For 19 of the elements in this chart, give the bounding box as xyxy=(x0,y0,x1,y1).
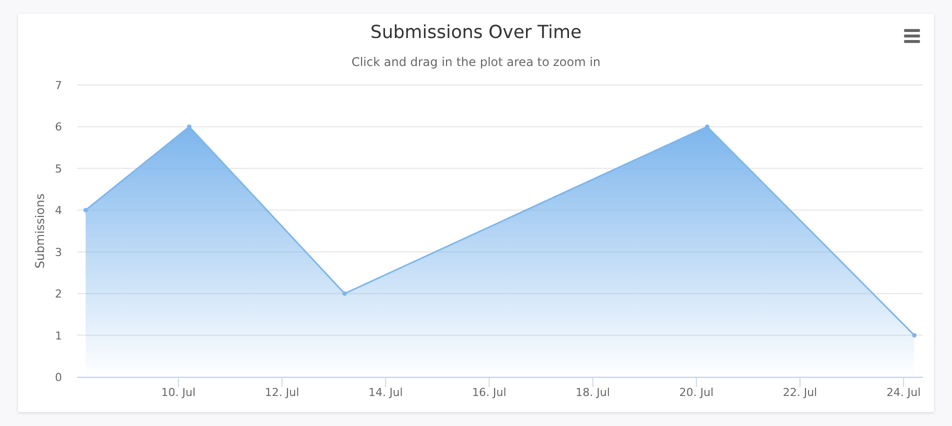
y-tick-label: 4 xyxy=(55,204,62,218)
y-axis-title: Submissions xyxy=(33,194,47,268)
y-tick-label: 3 xyxy=(55,246,62,259)
y-tick-label: 2 xyxy=(55,288,62,301)
y-tick-label: 1 xyxy=(55,329,62,342)
x-tick-label: 12. Jul xyxy=(264,386,300,399)
chart-title: Submissions Over Time xyxy=(370,22,582,43)
y-tick-label: 5 xyxy=(55,162,62,176)
y-tick-label: 7 xyxy=(55,79,62,92)
x-tick-label: 20. Jul xyxy=(679,386,714,399)
x-tick-label: 16. Jul xyxy=(472,386,506,399)
x-tick-label: 18. Jul xyxy=(576,386,610,399)
x-tick-label: 10. Jul xyxy=(161,386,196,399)
chart-subtitle: Click and drag in the plot area to zoom in xyxy=(351,55,601,69)
y-tick-label: 0 xyxy=(55,371,62,384)
x-tick-label: 24. Jul xyxy=(886,386,921,399)
x-tick-label: 22. Jul xyxy=(782,386,818,399)
x-tick-label: 14. Jul xyxy=(368,386,403,399)
y-tick-label: 6 xyxy=(55,120,62,134)
